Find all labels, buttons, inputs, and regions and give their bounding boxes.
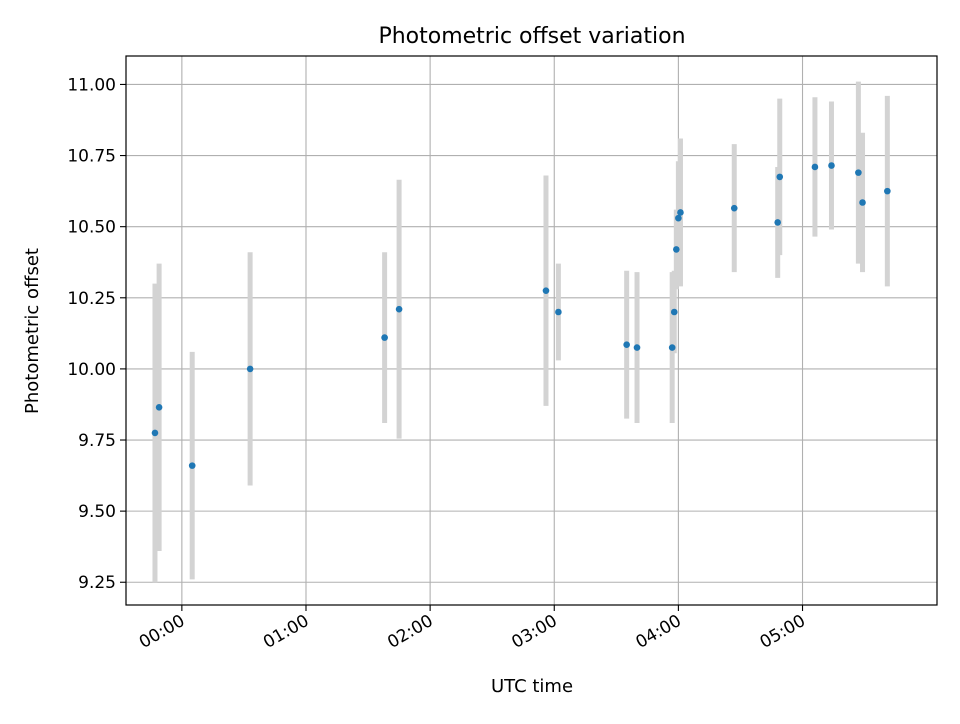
data-point [673, 246, 680, 253]
y-tick-label: 11.00 [67, 75, 116, 95]
y-tick-label: 10.50 [67, 218, 116, 238]
y-tick-label: 10.25 [67, 289, 116, 309]
data-point [730, 204, 738, 212]
x-axis-label: UTC time [491, 676, 573, 697]
data-point [884, 187, 891, 195]
y-axis-ticks: 9.25 9.50 9.75 10.00 10.25 10.50 10.75 11.00 [67, 75, 126, 593]
y-tick-label: 9.75 [78, 431, 116, 451]
data-point [675, 214, 682, 222]
data-point [670, 308, 678, 316]
data-point [855, 169, 862, 176]
data-point [555, 308, 562, 316]
data-point [395, 305, 403, 313]
y-axis-label: Photometric offset [22, 248, 43, 414]
data-point [155, 404, 163, 411]
y-tick-label: 10.75 [67, 147, 116, 167]
y-tick-label: 10.00 [67, 360, 116, 380]
data-point [623, 341, 630, 349]
grid-layer [126, 56, 937, 605]
data-point [188, 462, 196, 469]
data-point [859, 199, 866, 206]
data-point [542, 287, 550, 294]
point-layer [151, 162, 891, 469]
y-tick-label: 9.50 [78, 502, 116, 522]
data-point [677, 209, 684, 216]
plot-frame [125, 55, 938, 606]
data-point [668, 344, 676, 351]
data-point [811, 163, 819, 171]
chart-title: Photometric offset variation [378, 24, 685, 49]
data-point [381, 334, 388, 341]
data-point [776, 173, 784, 181]
y-tick-label: 9.25 [78, 573, 116, 593]
data-point [151, 429, 159, 437]
data-point [246, 365, 254, 373]
data-point [774, 219, 781, 226]
data-point [633, 344, 641, 351]
data-point [828, 162, 835, 169]
